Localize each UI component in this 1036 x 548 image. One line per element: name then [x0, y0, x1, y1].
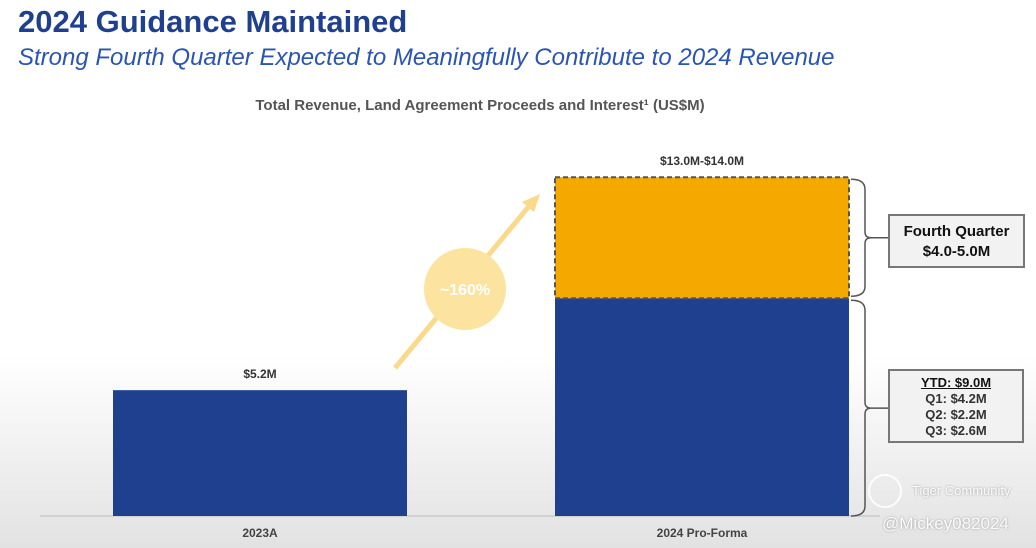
tiger-logo-icon: [868, 474, 902, 508]
q4-brace: [850, 178, 891, 297]
chart-title: Total Revenue, Land Agreement Proceeds a…: [255, 97, 705, 114]
ytd-callout: YTD: $9.0M Q1: $4.2M Q2: $2.2M Q3: $2.6M: [888, 369, 1024, 443]
bar-ytd-0: [113, 390, 407, 516]
q4-title: Fourth Quarter: [903, 223, 1010, 240]
data-label: $5.2M: [243, 367, 276, 381]
q1-value: Q1: $4.2M: [925, 391, 987, 406]
x-tick-label: 2024 Pro-Forma: [657, 526, 748, 540]
growth-badge: [424, 248, 506, 330]
q4-value: $4.0-5.0M: [922, 243, 991, 260]
bar-ytd-1: [555, 298, 849, 516]
page-subtitle: Strong Fourth Quarter Expected to Meanin…: [18, 44, 835, 71]
ytd-brace: [850, 299, 891, 517]
q3-value: Q3: $2.6M: [925, 423, 987, 438]
ytd-title: YTD: $9.0M: [920, 375, 992, 390]
data-label: $13.0M-$14.0M: [660, 154, 744, 168]
watermark-brand: Tiger Community: [912, 483, 1011, 498]
q2-value: Q2: $2.2M: [925, 407, 987, 422]
fourth-quarter-callout: Fourth Quarter $4.0-5.0M: [888, 214, 1025, 268]
arrow-head-icon: [522, 194, 540, 212]
x-tick-label: 2023A: [242, 526, 278, 540]
bar-fourth-quarter-1: [554, 176, 850, 300]
growth-label: ~160%: [440, 282, 490, 299]
watermark-user: @Mickey082024: [882, 514, 1009, 533]
page-title: 2024 Guidance Maintained: [18, 4, 408, 39]
